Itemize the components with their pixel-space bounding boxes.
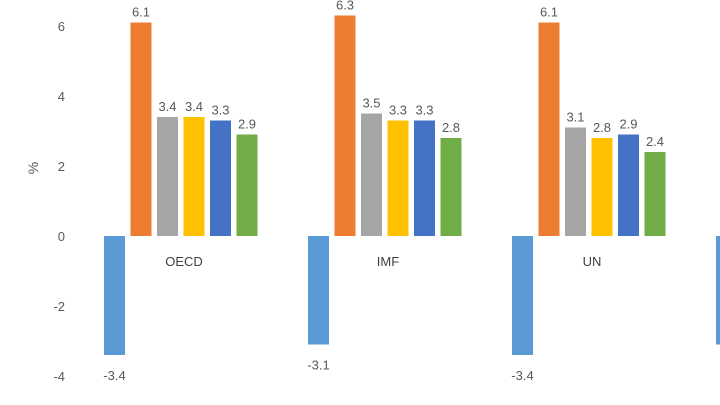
data-label: -3.4 <box>511 368 533 383</box>
bar <box>512 236 533 355</box>
y-axis-label: % <box>25 162 41 174</box>
y-tick-label: 4 <box>58 89 65 104</box>
bar <box>716 236 720 345</box>
bar <box>387 120 409 236</box>
bar <box>334 15 356 236</box>
y-tick-label: -2 <box>53 299 65 314</box>
category-label: IMF <box>377 254 399 269</box>
data-label: 3.1 <box>566 110 584 125</box>
data-label: 3.3 <box>415 103 433 118</box>
bar <box>183 117 205 236</box>
bar <box>440 138 462 236</box>
data-label: 3.5 <box>362 96 380 111</box>
data-label: -3.4 <box>103 368 125 383</box>
bar <box>308 236 329 345</box>
bar <box>236 134 258 236</box>
bar <box>210 120 231 236</box>
bar <box>538 22 560 236</box>
data-label: 2.4 <box>646 134 664 149</box>
y-tick-label: 0 <box>58 229 65 244</box>
bars <box>104 15 720 355</box>
data-label: 6.1 <box>540 5 558 20</box>
category-label: OECD <box>165 254 203 269</box>
data-label: 2.8 <box>593 120 611 135</box>
category-label: UN <box>583 254 602 269</box>
bar <box>565 127 586 236</box>
bar <box>618 134 639 236</box>
data-label: 2.9 <box>619 117 637 132</box>
bar <box>130 22 152 236</box>
data-label: 3.4 <box>158 99 176 114</box>
y-tick-label: 2 <box>58 159 65 174</box>
data-label: 2.9 <box>238 117 256 132</box>
y-tick-label: 6 <box>58 19 65 34</box>
y-axis-ticks: -4 -2 0 2 4 6 <box>53 19 65 384</box>
bar <box>104 236 125 355</box>
data-label: 6.1 <box>132 5 150 20</box>
data-label: 6.3 <box>336 0 354 13</box>
bar <box>414 120 435 236</box>
data-labels: -3.4 6.1 3.4 3.4 3.3 2.9 -3.1 6.3 3.5 3.3 3.3 2.8 -3… <box>103 0 664 383</box>
data-label: 3.3 <box>389 103 407 118</box>
data-label: 2.8 <box>442 120 460 135</box>
bar <box>361 113 382 236</box>
bar <box>644 152 666 236</box>
data-label: -3.1 <box>307 358 329 373</box>
bar <box>591 138 613 236</box>
data-label: 3.4 <box>185 99 203 114</box>
category-labels: OECD IMF UN <box>165 254 601 269</box>
data-label: 3.3 <box>211 103 229 118</box>
y-tick-label: -4 <box>53 369 65 384</box>
bar <box>157 117 178 236</box>
